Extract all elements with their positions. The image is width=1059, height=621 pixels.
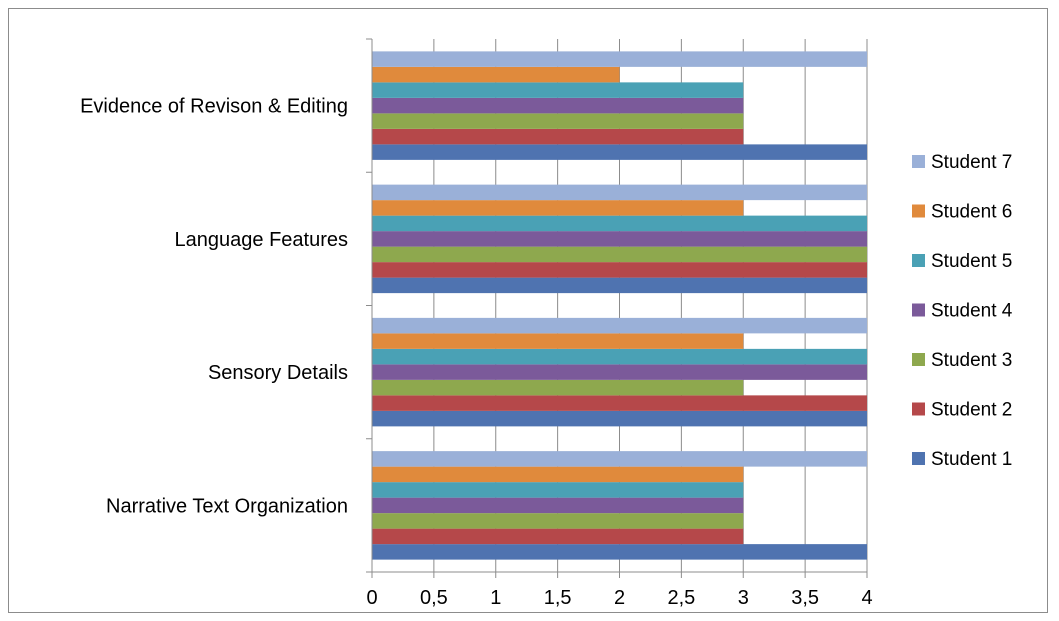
bar-student-1 <box>372 544 867 560</box>
x-tick-label: 1 <box>490 587 501 609</box>
bar-student-1 <box>372 410 867 427</box>
bar-student-2 <box>372 128 744 145</box>
x-tick-labels: 0 0,5 1 1,5 2 2,5 3 3,5 4 <box>366 587 872 609</box>
bar-student-7 <box>372 184 867 201</box>
legend-swatch <box>912 452 925 465</box>
bar-student-6 <box>372 466 744 483</box>
legend-label: Student 3 <box>931 350 1012 371</box>
legend-label: Student 5 <box>931 251 1012 272</box>
bar-student-7 <box>372 451 867 467</box>
x-tick-label: 0 <box>366 587 377 609</box>
bar-student-6 <box>372 66 620 83</box>
bar-student-7 <box>372 317 867 334</box>
legend-swatch <box>912 155 925 168</box>
bar-student-5 <box>372 82 744 98</box>
x-tick-label: 2,5 <box>667 587 695 609</box>
legend: Student 7 Student 6 Student 5 Student 4 Stud… <box>912 152 1013 470</box>
x-tick-label: 1,5 <box>544 587 572 609</box>
category-label: Language Features <box>175 229 348 251</box>
bar-chart: Narrative Text Organization Sensory Detai… <box>80 38 1013 609</box>
bar-student-4 <box>372 497 744 514</box>
bar-student-3 <box>372 113 744 129</box>
bar-student-1 <box>372 277 867 294</box>
bar-student-4 <box>372 97 744 114</box>
bar-student-2 <box>372 395 867 411</box>
legend-label: Student 7 <box>931 152 1012 173</box>
legend-swatch <box>912 402 925 416</box>
x-tick-label: 0,5 <box>420 587 448 609</box>
category-label: Sensory Details <box>208 362 348 384</box>
category-labels: Narrative Text Organization Sensory Detai… <box>80 96 348 518</box>
legend-swatch <box>912 204 925 218</box>
legend-swatch <box>912 254 925 267</box>
category-label: Evidence of Revison & Editing <box>80 96 348 118</box>
bar-student-3 <box>372 379 744 396</box>
chart-frame: Narrative Text Organization Sensory Detai… <box>8 8 1048 613</box>
bar-student-1 <box>372 144 867 160</box>
bar-student-4 <box>372 231 867 247</box>
x-tick-label: 3 <box>738 587 749 609</box>
x-tick-label: 2 <box>614 587 625 609</box>
axes <box>366 38 867 573</box>
legend-label: Student 4 <box>931 301 1013 322</box>
bar-student-4 <box>372 364 867 380</box>
bar-student-6 <box>372 200 744 216</box>
bar-student-3 <box>372 246 867 263</box>
x-tick-label: 3,5 <box>791 587 819 609</box>
bar-student-5 <box>372 482 744 498</box>
bar-student-6 <box>372 333 744 349</box>
legend-label: Student 6 <box>931 202 1012 223</box>
bar-student-5 <box>372 348 867 365</box>
legend-swatch <box>912 353 925 366</box>
x-tick-label: 4 <box>861 587 872 609</box>
legend-label: Student 1 <box>931 449 1012 470</box>
legend-label: Student 2 <box>931 400 1012 421</box>
bar-student-2 <box>372 528 744 545</box>
bar-student-2 <box>372 262 867 278</box>
bar-student-5 <box>372 215 867 232</box>
bar-student-3 <box>372 513 744 529</box>
legend-swatch <box>912 303 925 317</box>
category-label: Narrative Text Organization <box>106 495 348 517</box>
bars <box>372 51 867 560</box>
bar-student-7 <box>372 51 867 67</box>
